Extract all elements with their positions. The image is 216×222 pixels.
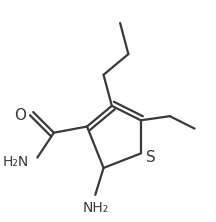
Text: NH₂: NH₂ (82, 201, 108, 215)
Text: O: O (14, 108, 26, 123)
Text: H₂N: H₂N (3, 155, 29, 169)
Text: S: S (146, 150, 156, 165)
